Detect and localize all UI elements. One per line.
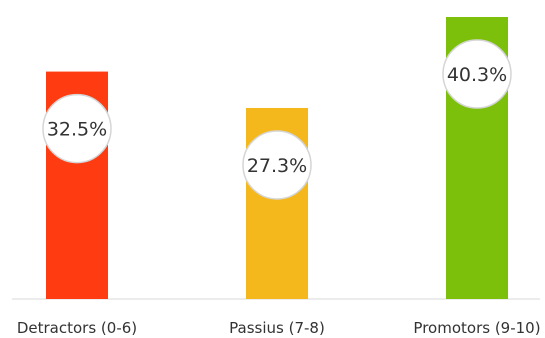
data-label-3: 40.3% xyxy=(447,64,507,86)
data-label-1: 32.5% xyxy=(47,119,107,141)
category-label-1: Detractors (0-6) xyxy=(17,319,137,337)
data-label-2: 27.3% xyxy=(247,155,307,177)
value-bubble-3 xyxy=(442,39,512,109)
category-label-2: Passius (7-8) xyxy=(229,319,325,337)
category-label-3: Promotors (9-10) xyxy=(413,319,540,337)
value-bubble-2 xyxy=(242,130,312,200)
value-bubble-1 xyxy=(42,93,112,164)
